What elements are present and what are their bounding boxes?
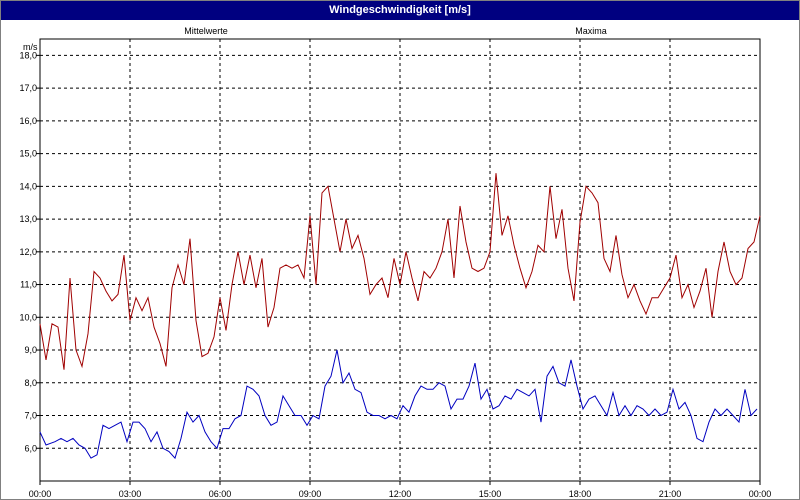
y-tick-label: 12,0 <box>19 247 37 257</box>
legend-max: Maxima <box>575 26 607 36</box>
y-axis-label: m/s <box>23 42 38 52</box>
x-axis: 00:0003.03.1903:0003.03.1906:0003.03.190… <box>29 481 772 499</box>
y-tick-label: 15,0 <box>19 149 37 159</box>
line-chart: 6,0 7,0 8,0 9,0 10,0 11,0 12,0 13,0 14,0 15,0 16,0… <box>19 26 772 499</box>
series-line-maxima <box>39 173 761 370</box>
legend-mean: Mittelwerte <box>184 26 228 36</box>
x-tick-time: 15:00 <box>479 489 502 499</box>
series-group <box>39 173 761 460</box>
y-tick-label: 13,0 <box>19 214 37 224</box>
x-tick-time: 06:00 <box>209 489 232 499</box>
x-tick-time: 00:00 <box>749 489 772 499</box>
y-tick-label: 9,0 <box>24 345 37 355</box>
x-tick-time: 21:00 <box>659 489 682 499</box>
x-tick-time: 03:00 <box>119 489 142 499</box>
y-tick-label: 14,0 <box>19 181 37 191</box>
y-tick-label: 17,0 <box>19 83 37 93</box>
y-tick-label: 6,0 <box>24 443 37 453</box>
y-tick-label: 7,0 <box>24 411 37 421</box>
y-tick-label: 8,0 <box>24 378 37 388</box>
x-tick-time: 12:00 <box>389 489 412 499</box>
x-tick-time: 09:00 <box>299 489 322 499</box>
y-tick-label: 18,0 <box>19 50 37 60</box>
grid <box>40 39 760 481</box>
y-tick-label: 16,0 <box>19 116 37 126</box>
x-tick-time: 00:00 <box>29 489 52 499</box>
window-title: Windgeschwindigkeit [m/s] <box>1 1 799 20</box>
y-tick-label: 11,0 <box>20 280 37 290</box>
x-tick-time: 18:00 <box>569 489 592 499</box>
y-axis: 6,0 7,0 8,0 9,0 10,0 11,0 12,0 13,0 14,0 15,0 16,0… <box>19 50 40 453</box>
y-tick-label: 10,0 <box>19 312 37 322</box>
series-line-mittelwerte <box>39 349 758 460</box>
